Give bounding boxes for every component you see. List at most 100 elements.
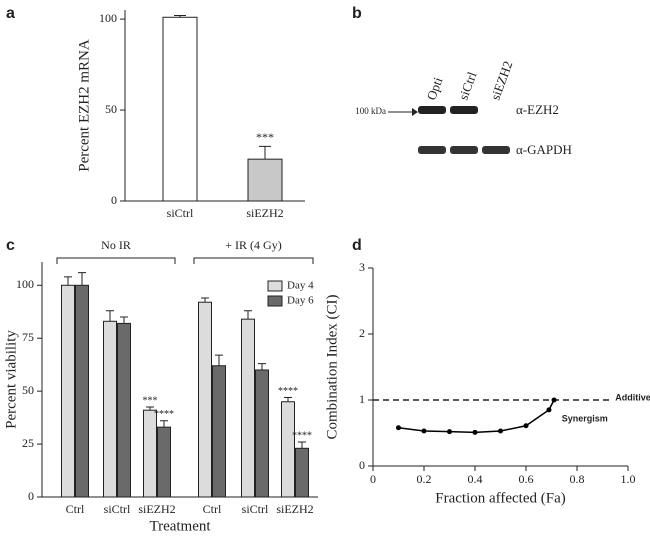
x-tick-label: siEZH2 <box>138 502 175 516</box>
legend-swatch <box>267 295 283 307</box>
x-axis-label: Treatment <box>149 518 211 534</box>
line <box>398 399 555 434</box>
error-bar <box>298 441 306 449</box>
bar <box>281 401 295 498</box>
error-bar <box>120 316 128 324</box>
x-tick-label: siEZH2 <box>276 502 313 516</box>
point <box>421 428 427 434</box>
y-tick-label: 50 <box>22 383 34 397</box>
panel-label: b <box>352 5 362 22</box>
point <box>546 407 552 413</box>
bar <box>295 447 309 498</box>
error-bar <box>160 420 168 428</box>
y-tick-label: 0 <box>359 458 365 472</box>
band <box>418 146 446 154</box>
panel-label: c <box>6 237 15 254</box>
point <box>523 423 529 429</box>
lane-label: siEZH2 <box>488 59 516 102</box>
band <box>418 106 446 114</box>
bar <box>212 365 226 498</box>
bar <box>255 369 269 498</box>
y-tick-label: 1 <box>359 392 365 406</box>
marker-label: 100 kDa <box>355 106 386 116</box>
axes <box>372 268 628 467</box>
error-bar <box>259 145 271 160</box>
x-tick-label: Ctrl <box>203 502 222 516</box>
bar <box>162 16 198 202</box>
group-bracket <box>56 257 176 264</box>
legend-label: Day 6 <box>287 295 314 307</box>
y-tick-label: 50 <box>105 102 117 116</box>
group-bracket <box>193 257 314 264</box>
bar <box>61 284 75 498</box>
bar <box>117 322 131 498</box>
y-axis-label: Combination Index (CI) <box>324 295 340 440</box>
bar <box>143 409 157 498</box>
point <box>396 425 401 431</box>
x-tick-label: siCtrl <box>167 206 194 220</box>
error-bar <box>201 297 209 303</box>
significance: **** <box>292 430 312 441</box>
bar <box>247 158 283 202</box>
panel-label: d <box>352 237 362 254</box>
error-bar <box>78 272 86 286</box>
point <box>551 397 557 403</box>
y-tick-label: 0 <box>28 489 34 503</box>
x-tick-label: 0.6 <box>519 472 534 486</box>
marker-arrow-head <box>412 108 418 116</box>
bar <box>157 426 171 498</box>
error-bar <box>244 310 252 320</box>
point <box>498 428 503 434</box>
blot-bands <box>388 106 510 154</box>
error-bar <box>146 406 154 411</box>
x-tick-label: 0.2 <box>417 472 432 486</box>
bar <box>198 301 212 498</box>
band <box>450 146 478 154</box>
antibody-label: α-GAPDH <box>516 142 572 157</box>
x-tick-label: Ctrl <box>66 502 85 516</box>
y-tick-label: 3 <box>359 260 365 274</box>
panel-label: a <box>6 5 15 22</box>
bar <box>103 320 117 498</box>
legend-label: Day 4 <box>287 280 314 292</box>
lane-label: siCtrl <box>456 69 480 102</box>
band <box>482 146 510 154</box>
error-bar <box>284 396 292 402</box>
significance: **** <box>154 409 174 420</box>
point <box>447 429 452 435</box>
bar <box>75 284 89 498</box>
y-tick-label: 100 <box>16 277 34 291</box>
x-tick-label: siCtrl <box>104 502 131 516</box>
x-tick-label: 0.4 <box>468 472 483 486</box>
y-tick-label: 25 <box>22 436 34 450</box>
significance: **** <box>278 386 298 397</box>
point <box>472 429 478 435</box>
group-label: + IR (4 Gy) <box>225 238 281 252</box>
error-bar <box>215 354 223 366</box>
y-axis-label: Percent EZH2 mRNA <box>76 39 92 172</box>
y-axis-label: Percent viability <box>3 330 19 429</box>
x-tick-label: 0 <box>370 472 376 486</box>
y-tick-label: 2 <box>359 326 365 340</box>
x-tick-label: 1.0 <box>621 472 636 486</box>
annotation: Additive <box>615 392 650 402</box>
error-bar <box>258 363 266 370</box>
error-bar <box>64 276 72 286</box>
x-tick-label: siCtrl <box>242 502 269 516</box>
antibody-label: α-EZH2 <box>516 102 559 117</box>
y-tick-label: 0 <box>111 193 117 207</box>
band <box>450 106 478 114</box>
error-bar <box>174 14 186 18</box>
significance: *** <box>143 395 158 406</box>
x-tick-label: siEZH2 <box>246 206 283 220</box>
x-axis-label: Fraction affected (Fa) <box>435 490 566 506</box>
bar <box>241 318 255 498</box>
y-tick-label: 100 <box>99 11 117 25</box>
significance: *** <box>256 130 274 144</box>
y-tick-label: 75 <box>22 330 34 344</box>
annotation: Synergism <box>562 413 608 423</box>
x-tick-label: 0.8 <box>570 472 585 486</box>
group-label: No IR <box>101 238 131 252</box>
lane-label: Opti <box>424 75 446 102</box>
